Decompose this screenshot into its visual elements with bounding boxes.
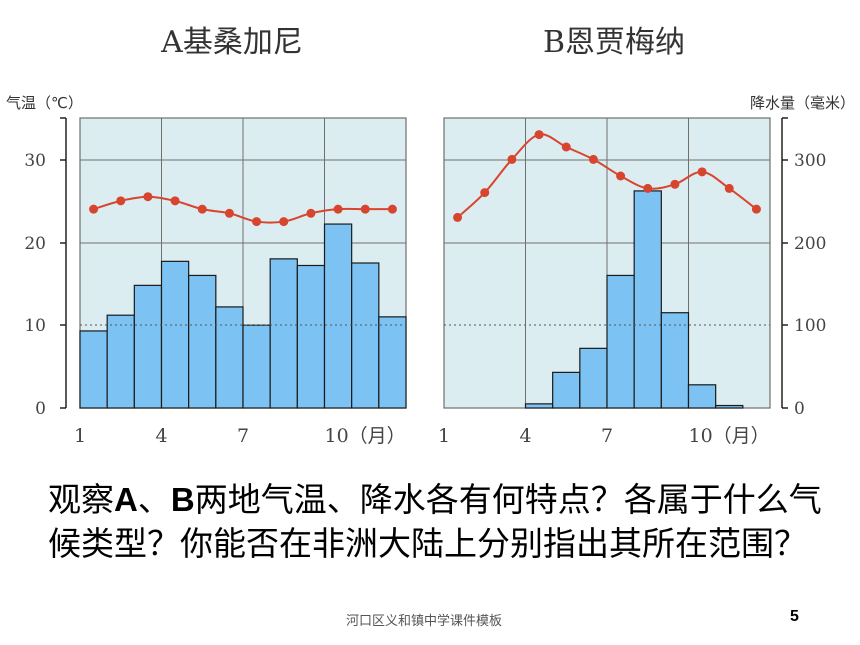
- chart-a: 30 20 10 0 1 4 7 10（月）: [24, 117, 407, 447]
- precipitation-bar: [323, 223, 353, 409]
- precipitation-tick-label: 300: [794, 151, 826, 171]
- precipitation-bar: [79, 330, 108, 409]
- temperature-point: [306, 208, 316, 218]
- precipitation-bar: [215, 306, 244, 409]
- temperature-point: [751, 204, 761, 214]
- temperature-point: [616, 171, 626, 181]
- temperature-point: [453, 212, 463, 222]
- temperature-point: [279, 217, 289, 227]
- temperature-point: [224, 208, 234, 218]
- temperature-point: [333, 204, 343, 214]
- temperature-point: [252, 217, 262, 227]
- month-tick-label: 7: [237, 425, 249, 447]
- temperature-point: [724, 183, 734, 193]
- precipitation-bar: [633, 190, 662, 409]
- precipitation-bar: [269, 258, 298, 409]
- precipitation-bar: [715, 404, 744, 409]
- temperature-point: [561, 142, 571, 152]
- temperature-point: [387, 204, 397, 214]
- page-number: 5: [790, 608, 799, 625]
- temperature-tick-label: 0: [35, 399, 46, 419]
- precipitation-bar: [160, 260, 190, 409]
- chart-b: 300 200 100 0 1 4 7 10（月）: [438, 117, 826, 447]
- precipitation-tick-label: 0: [794, 399, 805, 419]
- temperature-point: [143, 192, 153, 202]
- month-tick-label: 10（月）: [325, 425, 406, 447]
- precipitation-bar: [552, 371, 581, 409]
- temperature-point: [697, 167, 707, 177]
- question-b: B: [170, 481, 195, 518]
- precipitation-axis-label: 降水量（毫米）: [750, 94, 855, 112]
- precipitation-tick-label: 200: [794, 234, 826, 254]
- temperature-point: [534, 130, 544, 140]
- temperature-point: [116, 196, 126, 206]
- temperature-point: [670, 179, 680, 189]
- precipitation-bar: [687, 384, 717, 409]
- question-sep: 、: [137, 480, 171, 519]
- question-rest: 两地气温、降水各有何特点？各属于什么气候类型？你能否在非洲大陆上分别指出其所在范…: [48, 480, 822, 563]
- month-tick-label: 4: [155, 425, 167, 447]
- precipitation-bar: [296, 264, 326, 409]
- precipitation-bar: [660, 312, 690, 409]
- precipitation-bar: [606, 274, 635, 409]
- footer-text: 河口区义和镇中学课件模板: [346, 614, 503, 629]
- precipitation-bar: [579, 347, 608, 409]
- precipitation-bar: [524, 403, 554, 409]
- temperature-point: [507, 154, 517, 164]
- precipitation-bar: [188, 274, 217, 409]
- temperature-tick-label: 10: [24, 316, 46, 336]
- precipitation-bar: [242, 324, 271, 409]
- month-tick-label: 7: [601, 425, 613, 447]
- month-tick-label: 10（月）: [689, 425, 770, 447]
- temperature-point: [588, 154, 598, 164]
- temperature-tick-label: 20: [24, 234, 46, 254]
- temperature-point: [170, 196, 180, 206]
- temperature-tick-label: 30: [24, 151, 46, 171]
- precipitation-bar: [351, 262, 380, 409]
- month-tick-label: 4: [519, 425, 531, 447]
- precipitation-bar: [133, 284, 163, 409]
- precipitation-bar: [378, 316, 407, 409]
- precipitation-tick-label: 100: [794, 316, 826, 336]
- month-tick-label: 1: [74, 425, 86, 447]
- temperature-point: [197, 204, 207, 214]
- month-tick-label: 1: [438, 425, 450, 447]
- question-a: A: [114, 481, 138, 518]
- chart-b-title: B恩贾梅纳: [543, 25, 685, 60]
- temperature-point: [89, 204, 99, 214]
- temperature-point: [360, 204, 370, 214]
- temperature-point: [643, 183, 653, 193]
- temperature-axis-label: 气温（℃）: [6, 94, 83, 112]
- temperature-point: [480, 188, 490, 198]
- chart-a-title: A基桑加尼: [160, 25, 303, 60]
- precipitation-bar: [106, 314, 135, 409]
- question-text: 观察A、B两地气温、降水各有何特点？各属于什么气候类型？你能否在非洲大陆上分别指…: [48, 478, 838, 566]
- question-prefix: 观察: [48, 480, 114, 519]
